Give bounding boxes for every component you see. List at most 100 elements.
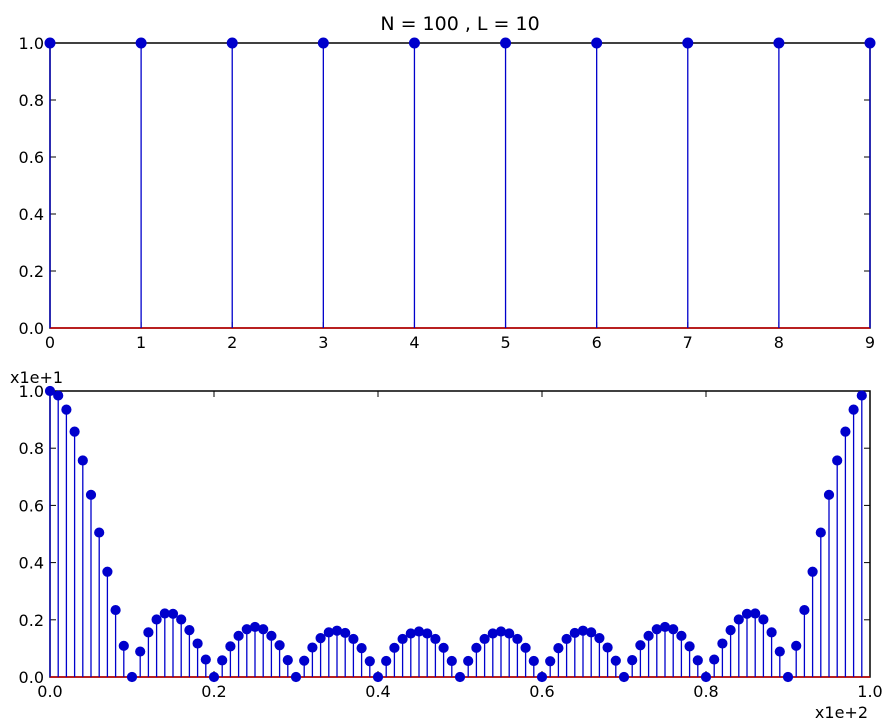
stem-marker — [317, 37, 329, 49]
stem-marker — [454, 671, 466, 683]
stem-marker — [364, 656, 375, 667]
x-tick-label: 1 — [136, 333, 146, 352]
stem-marker — [479, 633, 490, 645]
stem-marker — [323, 627, 334, 638]
stem-marker — [53, 390, 64, 401]
x-tick-label: 7 — [683, 333, 693, 352]
stem-marker — [773, 37, 785, 49]
stem-marker — [340, 627, 351, 639]
stem-marker — [594, 633, 605, 644]
stem-marker — [536, 671, 548, 683]
stem-marker — [422, 628, 433, 639]
stem-marker — [430, 633, 441, 645]
stem-marker — [438, 642, 449, 653]
stem-marker — [692, 655, 703, 666]
x-tick-label: 0.4 — [365, 682, 390, 701]
stem-marker — [94, 527, 105, 538]
x-tick-label: 0.6 — [529, 682, 554, 701]
stem-marker — [487, 628, 498, 639]
stem-marker — [864, 37, 876, 49]
stem-marker — [774, 646, 785, 657]
stem-marker — [791, 640, 802, 651]
x-tick-label: 5 — [500, 333, 510, 352]
stem-marker — [226, 37, 238, 49]
stem-marker — [408, 37, 420, 49]
top-stem-plot: 0.0 0.2 0.4 0.6 0.8 1.0 0 1 2 3 4 5 6 7 8 9 N = 100 , L … — [19, 13, 876, 352]
stem-marker — [446, 655, 457, 667]
stem-marker — [44, 37, 56, 49]
stem-marker — [750, 608, 761, 619]
x-tick-label: 0 — [45, 333, 55, 352]
stem-marker — [643, 630, 654, 641]
stem-marker — [184, 624, 195, 636]
stem-marker — [315, 633, 326, 644]
x-tick-label: 0.8 — [693, 682, 718, 701]
chart-title: N = 100 , L = 10 — [380, 13, 539, 35]
stem-marker — [610, 655, 621, 666]
y-offset-label: x1e+1 — [10, 368, 63, 387]
stem-marker — [69, 426, 80, 437]
stem-marker — [840, 426, 851, 437]
stem-marker — [815, 527, 826, 538]
stem-marker — [684, 641, 695, 652]
y-tick-label: 0.6 — [19, 496, 44, 515]
stem-marker — [217, 655, 228, 666]
y-tick-label: 0.0 — [19, 668, 44, 687]
bottom-stem-plot: 0.00.20.40.60.81.00.0 0.2 0.4 0.6 0.8 1.0x1e+… — [10, 368, 883, 722]
stem-marker — [307, 642, 318, 653]
stem-marker — [77, 455, 88, 466]
stem-marker — [348, 633, 359, 645]
stem-marker — [504, 628, 515, 639]
y-tick-label: 0.8 — [19, 91, 44, 110]
x-tick-label: 9 — [865, 333, 875, 352]
stem-marker — [135, 37, 147, 49]
x-tick-label: 1.0 — [857, 682, 882, 701]
stem-marker — [413, 626, 425, 637]
stem-marker — [545, 656, 556, 667]
stem-marker — [832, 455, 843, 466]
stem-marker — [799, 604, 810, 616]
stem-marker — [176, 614, 187, 625]
stem-marker — [192, 638, 203, 649]
stem-marker — [282, 655, 293, 666]
stem-marker — [389, 642, 400, 653]
x-tick-label: 0.0 — [37, 682, 62, 701]
stem-marker — [135, 646, 146, 657]
y-tick-label: 0.8 — [19, 439, 44, 458]
stem-marker — [627, 655, 638, 666]
stem-marker — [381, 655, 392, 667]
stem-marker — [856, 390, 867, 401]
stem-marker — [233, 630, 244, 641]
stem-marker — [553, 643, 564, 654]
stem-marker — [151, 614, 162, 625]
x-offset-label: x1e+2 — [815, 703, 868, 722]
stem-marker — [823, 489, 835, 500]
stem-marker — [758, 614, 769, 625]
stem-marker — [782, 671, 794, 683]
stem-marker — [110, 604, 121, 616]
stem-marker — [618, 671, 630, 683]
stem-marker — [118, 640, 129, 651]
stem-marker — [700, 671, 712, 683]
stem-marker — [591, 37, 603, 49]
x-tick-label: 2 — [227, 333, 237, 352]
stem-marker — [848, 404, 859, 415]
stem-marker — [356, 643, 367, 654]
stem-marker — [520, 642, 531, 653]
stem-marker — [807, 566, 818, 577]
stem-marker — [725, 624, 736, 636]
stem-marker — [766, 627, 777, 638]
x-tick-label: 0.2 — [201, 682, 226, 701]
stem-marker — [225, 641, 236, 652]
stem-marker — [733, 614, 744, 625]
stem-marker — [200, 654, 211, 665]
y-tick-label: 0.4 — [19, 554, 44, 573]
stem-marker — [463, 655, 474, 667]
x-tick-label: 8 — [774, 333, 784, 352]
stem-marker — [208, 671, 220, 683]
stem-marker — [85, 489, 97, 500]
y-tick-label: 0.6 — [19, 148, 44, 167]
x-tick-label: 3 — [318, 333, 328, 352]
stem-marker — [167, 608, 179, 619]
